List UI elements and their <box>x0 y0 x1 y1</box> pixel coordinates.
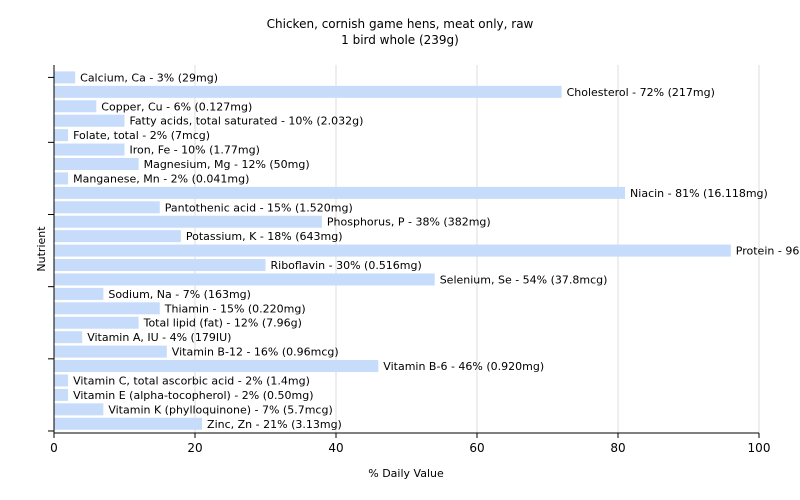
axes: 0 20 40 60 80 100 <box>48 65 770 455</box>
bar-label: Cholesterol - 72% (217mg) <box>567 86 715 99</box>
bar-label: Potassium, K - 18% (643mg) <box>186 230 343 243</box>
bar-label: Fatty acids, total saturated - 10% (2.03… <box>130 115 364 128</box>
bar-label: Sodium, Na - 7% (163mg) <box>108 288 251 301</box>
bar-label: Folate, total - 2% (7mcg) <box>73 129 210 142</box>
bar-label: Protein - 96% (47.90g) <box>736 245 800 258</box>
bar <box>54 374 69 387</box>
bar <box>54 287 104 300</box>
bar-label: Vitamin B-12 - 16% (0.96mcg) <box>172 346 339 359</box>
bar-label: Niacin - 81% (16.118mg) <box>630 187 768 200</box>
bar <box>54 331 83 344</box>
bar-label: Vitamin B-6 - 46% (0.920mg) <box>383 360 544 373</box>
bar <box>54 114 125 127</box>
bar <box>54 172 69 185</box>
x-tick-label: 40 <box>328 441 343 455</box>
bar-label: Phosphorus, P - 38% (382mg) <box>327 216 491 229</box>
bar-label: Copper, Cu - 6% (0.127mg) <box>101 100 252 113</box>
chart-title: Chicken, cornish game hens, meat only, r… <box>266 17 534 31</box>
chart-subtitle: 1 bird whole (239g) <box>341 33 459 47</box>
bar-label: Vitamin A, IU - 4% (179IU) <box>87 331 231 344</box>
bar-label: Thiamin - 15% (0.220mg) <box>164 302 306 315</box>
bar-label: Total lipid (fat) - 12% (7.96g) <box>143 317 302 330</box>
bar <box>54 100 97 113</box>
x-tick-label: 0 <box>50 441 58 455</box>
bar <box>54 230 181 243</box>
x-tick-label: 20 <box>187 441 202 455</box>
bar <box>54 259 266 272</box>
x-tick-label: 60 <box>469 441 484 455</box>
bar-label: Calcium, Ca - 3% (29mg) <box>80 71 218 84</box>
bar-label: Zinc, Zn - 21% (3.13mg) <box>207 418 342 431</box>
bar <box>54 71 76 84</box>
bar <box>54 215 322 228</box>
bar <box>54 302 160 315</box>
x-tick-label: 100 <box>748 441 771 455</box>
bar <box>54 316 139 329</box>
bar-label: Vitamin C, total ascorbic acid - 2% (1.4… <box>73 374 310 387</box>
x-tick-label: 80 <box>610 441 625 455</box>
bar <box>54 157 139 170</box>
y-axis-title: Nutrient <box>35 226 48 272</box>
bar-label: Selenium, Se - 54% (37.8mcg) <box>440 273 608 286</box>
bar-label: Magnesium, Mg - 12% (50mg) <box>144 158 310 171</box>
bar <box>54 345 167 358</box>
bar <box>54 360 379 373</box>
bar <box>54 129 69 142</box>
bar <box>54 85 562 98</box>
bar-label: Riboflavin - 30% (0.516mg) <box>271 259 422 272</box>
bar <box>54 403 104 416</box>
bar-label: Vitamin K (phylloquinone) - 7% (5.7mcg) <box>108 403 332 416</box>
bar-label: Manganese, Mn - 2% (0.041mg) <box>73 172 249 185</box>
bar <box>54 417 203 430</box>
bar <box>54 244 731 257</box>
bar <box>54 186 626 199</box>
x-axis-title: % Daily Value <box>368 467 444 480</box>
bar <box>54 143 125 156</box>
bar <box>54 388 69 401</box>
bar <box>54 273 435 286</box>
bar-label: Iron, Fe - 10% (1.77mg) <box>130 144 260 157</box>
bar <box>54 201 160 214</box>
bar-label: Pantothenic acid - 15% (1.520mg) <box>165 201 353 214</box>
bar-label: Vitamin E (alpha-tocopherol) - 2% (0.50m… <box>73 389 313 402</box>
bars: Calcium, Ca - 3% (29mg) Cholesterol - 72%… <box>54 71 800 431</box>
